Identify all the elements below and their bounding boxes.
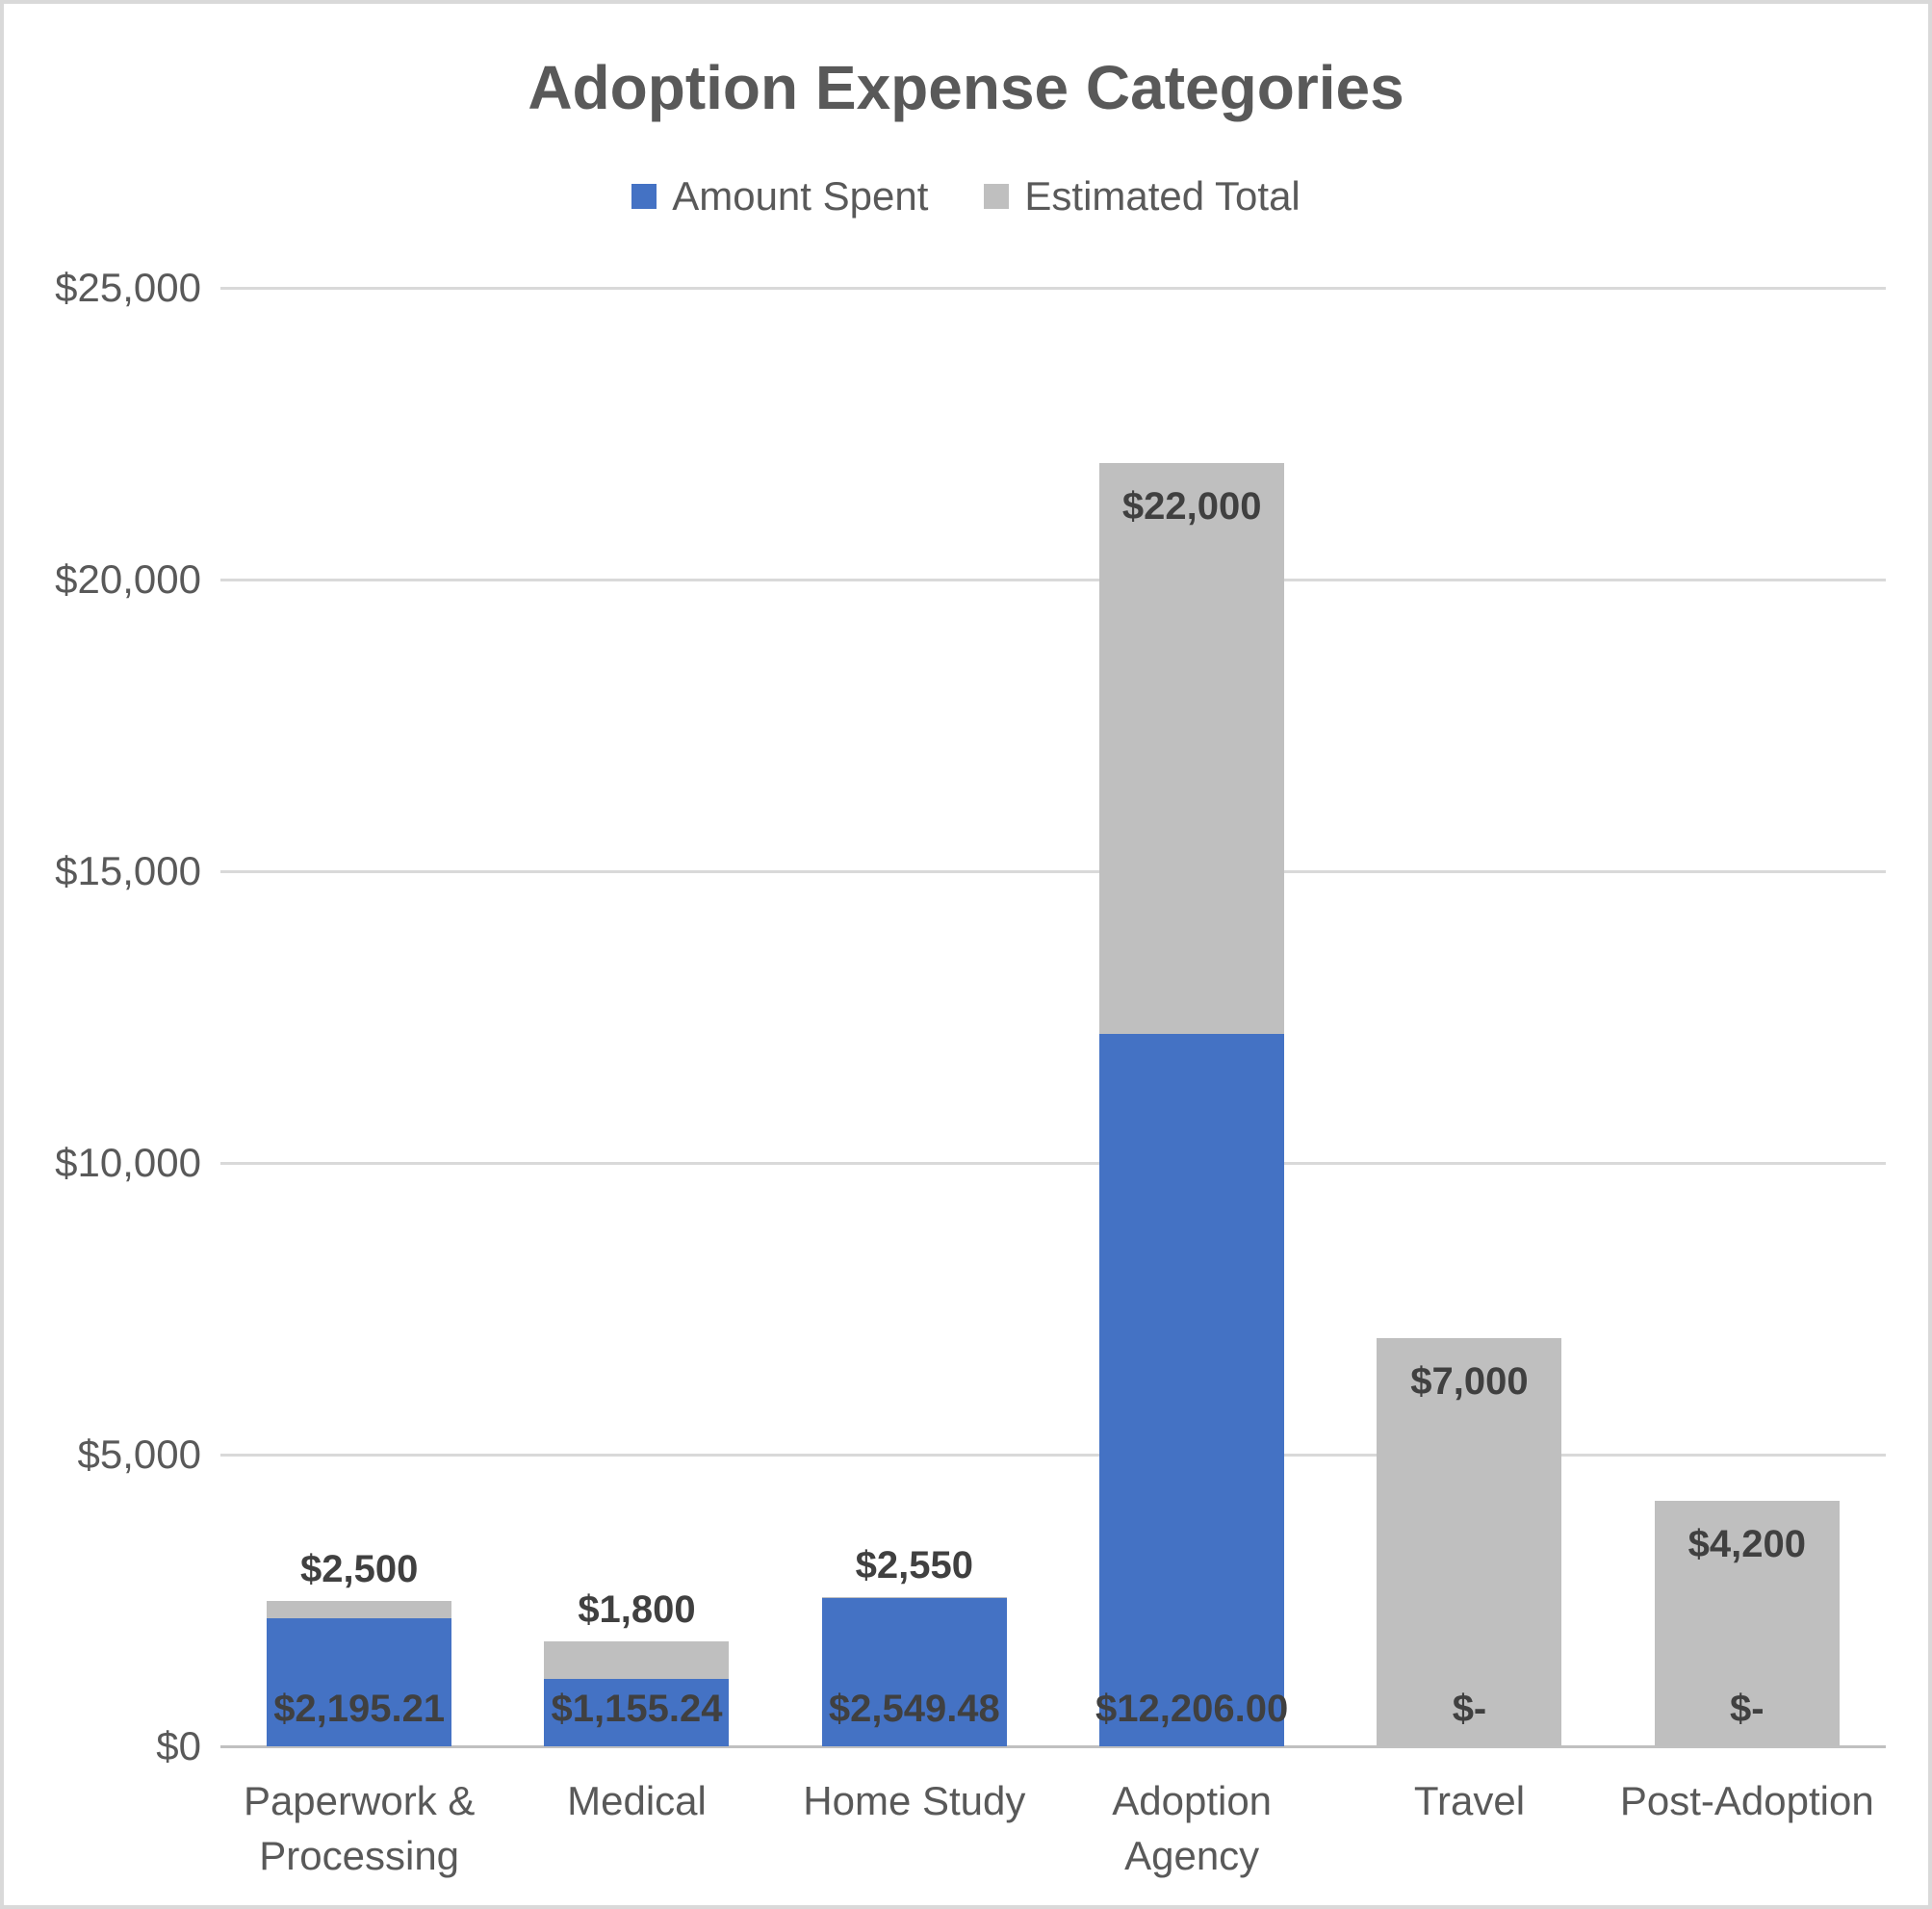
amount-spent-value-label: $1,155.24: [551, 1688, 723, 1730]
amount-spent-bar[interactable]: [821, 1597, 1007, 1746]
bar-slot: $1,800 $1,155.24: [498, 288, 775, 1746]
amount-spent-value-label: $12,206.00: [1095, 1688, 1289, 1730]
estimated-total-value-label: $4,200: [1687, 1523, 1806, 1566]
legend-item-label: Estimated Total: [1024, 173, 1301, 219]
gridline: [220, 286, 1886, 290]
y-axis-label: $5,000: [77, 1432, 201, 1477]
y-axis-label: $10,000: [55, 1140, 201, 1185]
category-label: Medical: [567, 1778, 707, 1823]
category-label: Adoption Agency: [1112, 1778, 1273, 1878]
estimated-total-swatch-icon: [984, 184, 1010, 209]
estimated-total-bar[interactable]: [1377, 1337, 1562, 1746]
bar-slot: $22,000 $12,206.00: [1053, 288, 1330, 1746]
amount-spent-value-label: $-: [1452, 1688, 1487, 1730]
estimated-total-value-label: $2,550: [855, 1544, 973, 1587]
estimated-total-value-label: $7,000: [1410, 1359, 1529, 1403]
y-axis-label: $20,000: [55, 556, 201, 602]
legend-item-estimated-total[interactable]: Estimated Total: [984, 173, 1301, 219]
gridline: [220, 1453, 1886, 1457]
bar-slot: $2,500 $2,195.21: [220, 288, 498, 1746]
legend-item-amount-spent[interactable]: Amount Spent: [631, 173, 928, 219]
amount-spent-value-label: $2,549.48: [828, 1688, 1000, 1730]
gridline: [220, 1161, 1886, 1165]
bar-slot: $4,200 $-: [1609, 288, 1886, 1746]
category-label: Travel: [1413, 1778, 1526, 1823]
amount-spent-bar[interactable]: [544, 1679, 730, 1746]
bar-slot: $2,550 $2,549.48: [776, 288, 1053, 1746]
category-label: Paperwork & Processing: [243, 1778, 476, 1878]
category-label: Post-Adoption: [1619, 1778, 1874, 1823]
bar-series: $2,500 $2,195.21 $1,800 $1,155.24 $2,550 $2,5…: [220, 288, 1886, 1746]
estimated-total-bar[interactable]: [1654, 1501, 1840, 1746]
plot-area: $2,500 $2,195.21 $1,800 $1,155.24 $2,550 $2,5…: [220, 286, 1886, 1748]
x-axis-category-labels: Paperwork & Processing Medical Home Study A…: [220, 1773, 1886, 1883]
y-axis-label: $15,000: [55, 848, 201, 893]
amount-spent-value-label: $-: [1730, 1688, 1765, 1730]
gridline: [220, 578, 1886, 581]
y-axis-label: $0: [156, 1723, 201, 1768]
gridline: [220, 869, 1886, 873]
x-axis-line: [220, 1744, 1886, 1748]
bar-slot: $7,000 $-: [1330, 288, 1608, 1746]
amount-spent-bar[interactable]: [1099, 1034, 1285, 1746]
chart-title: Adoption Expense Categories: [528, 53, 1404, 122]
amount-spent-bar[interactable]: [267, 1617, 452, 1746]
amount-spent-swatch-icon: [631, 184, 657, 209]
category-label: Home Study: [803, 1778, 1026, 1823]
estimated-total-value-label: $22,000: [1121, 484, 1262, 528]
estimated-total-value-label: $2,500: [299, 1547, 419, 1590]
estimated-total-value-label: $1,800: [578, 1587, 696, 1631]
legend-item-label: Amount Spent: [672, 173, 929, 219]
y-axis: $0 $5,000 $10,000 $15,000 $20,000 $25,000: [4, 265, 201, 1768]
legend: Amount Spent Estimated Total: [4, 173, 1928, 219]
y-axis-label: $25,000: [55, 265, 201, 310]
amount-spent-value-label: $2,195.21: [273, 1688, 446, 1730]
